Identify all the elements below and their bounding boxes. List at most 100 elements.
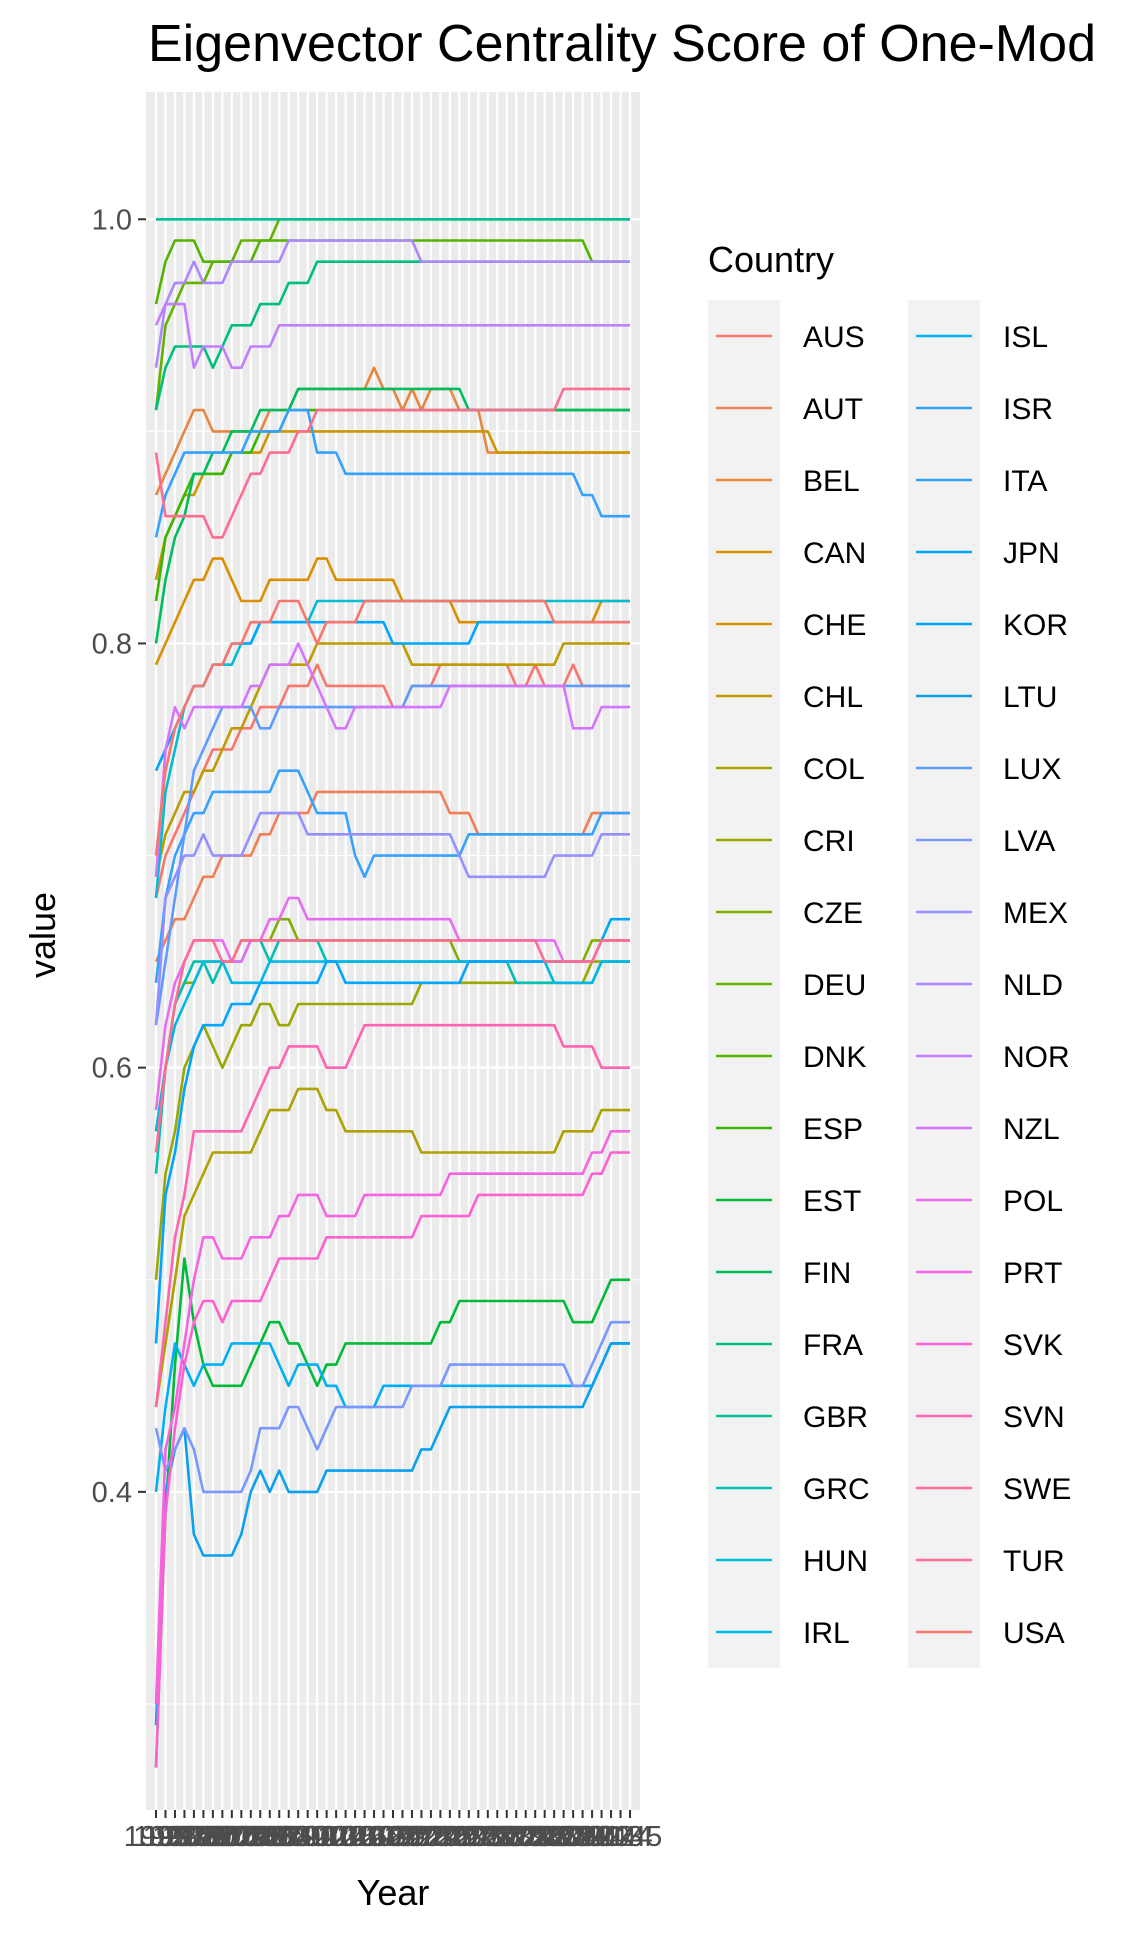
x-tick-label: 2020 xyxy=(361,1821,426,1853)
series-line-prt xyxy=(154,1130,630,1705)
legend-label-deu: DEU xyxy=(803,969,866,1002)
series-line-isr xyxy=(154,769,630,983)
series-lines xyxy=(154,218,630,1768)
legend-label-est: EST xyxy=(803,1185,861,1218)
legend-label-dnk: DNK xyxy=(803,1041,866,1074)
y-tick-label: 0.8 xyxy=(92,628,132,660)
legend-label-aut: AUT xyxy=(803,393,863,426)
series-line-tur xyxy=(154,939,630,1153)
legend-label-cze: CZE xyxy=(803,897,863,930)
x-tick-label: 2025 xyxy=(408,1821,473,1853)
x-tick-label: 1997 xyxy=(143,1821,208,1853)
legend-label-nzl: NZL xyxy=(1003,1113,1060,1146)
series-line-usa xyxy=(154,599,630,856)
legend-label-isr: ISR xyxy=(1003,393,1053,426)
x-tick-label: 1995 xyxy=(124,1821,189,1853)
x-tick-label: 2021 xyxy=(370,1821,435,1853)
series-line-col xyxy=(154,1087,630,1408)
x-tick-label: 2034 xyxy=(493,1821,558,1853)
legend-label-ltu: LTU xyxy=(1003,681,1057,714)
x-tick-label: 2035 xyxy=(503,1821,568,1853)
legend-label-kor: KOR xyxy=(1003,609,1068,642)
x-tick-label: 2008 xyxy=(247,1821,312,1853)
x-tick-label: 2045 xyxy=(598,1821,663,1853)
x-tick-label: 2023 xyxy=(389,1821,454,1853)
legend-label-swe: SWE xyxy=(1003,1473,1071,1506)
x-tick-label: 2013 xyxy=(294,1821,359,1853)
legend-label-esp: ESP xyxy=(803,1113,863,1146)
series-line-irl xyxy=(154,960,630,1132)
series-line-isl xyxy=(154,1342,630,1493)
series-line-swe xyxy=(154,387,630,539)
legend-label-tur: TUR xyxy=(1003,1545,1065,1578)
x-tick-label: 1999 xyxy=(162,1821,227,1853)
legend-label-svn: SVN xyxy=(1003,1401,1065,1434)
x-tick-label: 2036 xyxy=(512,1821,577,1853)
x-tick-label: 1996 xyxy=(133,1821,198,1853)
series-line-nld xyxy=(154,239,630,368)
legend-label-nor: NOR xyxy=(1003,1041,1070,1074)
x-tick-label: 2041 xyxy=(560,1821,625,1853)
x-tick-label: 2028 xyxy=(437,1821,502,1853)
legend-label-cri: CRI xyxy=(803,825,855,858)
x-tick-label: 2039 xyxy=(541,1821,606,1853)
legend-label-lux: LUX xyxy=(1003,753,1061,786)
legend-label-jpn: JPN xyxy=(1003,537,1060,570)
x-tick-label: 2033 xyxy=(484,1821,549,1853)
x-tick-label: 2001 xyxy=(181,1821,246,1853)
legend-label-svk: SVK xyxy=(1003,1329,1063,1362)
y-tick-label: 1.0 xyxy=(92,204,132,236)
legend-label-irl: IRL xyxy=(803,1617,850,1650)
legend-label-can: CAN xyxy=(803,537,866,570)
x-tick-label: 2003 xyxy=(200,1821,265,1853)
x-axis-title: Year xyxy=(357,1872,430,1913)
y-tick-label: 0.6 xyxy=(92,1053,132,1085)
x-tick-label: 2004 xyxy=(209,1821,274,1853)
x-tick-label: 2010 xyxy=(266,1821,331,1853)
legend-label-nld: NLD xyxy=(1003,969,1063,1002)
series-line-ita xyxy=(154,408,630,538)
x-tick-label: 2007 xyxy=(238,1821,303,1853)
x-tick-label: 2017 xyxy=(332,1821,397,1853)
x-tick-label: 2037 xyxy=(522,1821,587,1853)
legend-label-bel: BEL xyxy=(803,465,860,498)
series-line-lva xyxy=(154,1320,630,1494)
legend-label-pol: POL xyxy=(1003,1185,1063,1218)
series-line-nzl xyxy=(154,642,630,877)
x-tick-label: 2012 xyxy=(285,1821,350,1853)
legend-label-aus: AUS xyxy=(803,321,865,354)
x-tick-label: 2016 xyxy=(323,1821,388,1853)
x-tick-label: 2040 xyxy=(550,1821,615,1853)
series-line-svk xyxy=(154,1151,630,1768)
legend-label-isl: ISL xyxy=(1003,321,1048,354)
legend-label-col: COL xyxy=(803,753,865,786)
y-tick-label: 0.4 xyxy=(92,1477,132,1509)
series-line-pol xyxy=(154,896,630,1111)
legend-label-grc: GRC xyxy=(803,1473,870,1506)
x-tick-label: 2018 xyxy=(342,1821,407,1853)
x-tick-label: 2024 xyxy=(399,1821,464,1853)
legend-label-fin: FIN xyxy=(803,1257,851,1290)
x-tick-label: 2006 xyxy=(228,1821,293,1853)
x-tick-label: 2042 xyxy=(569,1821,634,1853)
x-tick-label: 2022 xyxy=(380,1821,445,1853)
legend-label-fra: FRA xyxy=(803,1329,863,1362)
legend-label-che: CHE xyxy=(803,609,866,642)
x-tick-label: 2000 xyxy=(171,1821,236,1853)
x-tick-label: 2015 xyxy=(313,1821,378,1853)
x-tick-label: 2027 xyxy=(427,1821,492,1853)
x-tick-label: 2044 xyxy=(588,1821,653,1853)
series-line-svn xyxy=(154,1023,630,1408)
legend-label-gbr: GBR xyxy=(803,1401,868,1434)
legend-title: Country xyxy=(708,239,834,280)
x-tick-label: 2030 xyxy=(456,1821,521,1853)
legend-label-usa: USA xyxy=(1003,1617,1065,1650)
series-line-est xyxy=(154,1257,630,1768)
x-tick-label: 2009 xyxy=(256,1821,321,1853)
y-axis-title: value xyxy=(22,892,63,978)
series-line-ltu xyxy=(154,1342,630,1726)
x-tick-label: 2019 xyxy=(351,1821,416,1853)
chart-title: Eigenvector Centrality Score of One-Mod xyxy=(148,15,1096,73)
x-tick-label: 2043 xyxy=(579,1821,644,1853)
